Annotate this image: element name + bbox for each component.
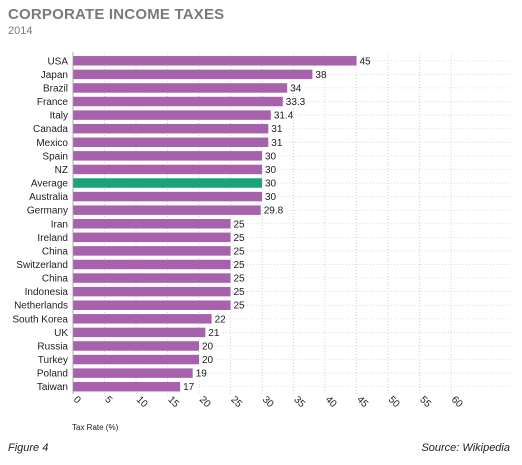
bar bbox=[73, 273, 231, 283]
x-tick-label: 35 bbox=[291, 394, 307, 410]
bar bbox=[73, 69, 313, 80]
category-label: Poland bbox=[37, 369, 68, 380]
bar bbox=[73, 368, 193, 378]
value-label: 30 bbox=[265, 151, 277, 162]
category-label: Iran bbox=[51, 219, 68, 230]
bar bbox=[73, 300, 231, 310]
bar bbox=[73, 259, 231, 270]
x-tick-label: 60 bbox=[449, 394, 465, 410]
x-tick-label: 10 bbox=[134, 394, 150, 410]
category-label: USA bbox=[47, 56, 68, 67]
x-tick-label: 5 bbox=[102, 394, 114, 406]
value-label: 34 bbox=[290, 83, 302, 94]
value-label: 25 bbox=[234, 233, 246, 244]
x-tick-label: 30 bbox=[260, 394, 276, 410]
value-label: 25 bbox=[234, 260, 246, 271]
bar bbox=[73, 151, 262, 161]
value-label: 20 bbox=[202, 355, 214, 366]
category-label: NZ bbox=[55, 165, 68, 176]
category-label: Average bbox=[31, 179, 69, 190]
category-label: Russia bbox=[37, 341, 68, 352]
value-label: 21 bbox=[208, 328, 220, 339]
category-label: Indonesia bbox=[25, 287, 69, 298]
x-tick-label: 0 bbox=[71, 394, 83, 406]
value-label: 25 bbox=[234, 246, 246, 257]
x-tick-label: 40 bbox=[323, 394, 339, 410]
value-label: 38 bbox=[315, 70, 327, 81]
bar bbox=[73, 314, 212, 324]
x-tick-label: 15 bbox=[165, 394, 181, 410]
x-tick-label: 25 bbox=[228, 394, 244, 410]
bar bbox=[73, 354, 199, 365]
value-label: 30 bbox=[265, 179, 277, 190]
bar bbox=[73, 83, 288, 93]
x-tick-label: 55 bbox=[417, 394, 433, 410]
value-label: 25 bbox=[234, 274, 246, 285]
value-label: 33.3 bbox=[286, 97, 306, 108]
category-label: Brazil bbox=[43, 83, 68, 94]
value-label: 25 bbox=[234, 287, 246, 298]
bar bbox=[73, 327, 206, 338]
value-label: 31 bbox=[271, 124, 283, 135]
category-label: Netherlands bbox=[14, 301, 68, 312]
category-label: Mexico bbox=[36, 138, 68, 149]
category-label: China bbox=[42, 274, 69, 285]
x-tick-label: 50 bbox=[386, 394, 402, 410]
bar bbox=[73, 110, 271, 120]
category-label: Turkey bbox=[38, 355, 68, 366]
source-label: Source: Wikipedia bbox=[421, 442, 510, 454]
value-label: 25 bbox=[234, 219, 246, 230]
x-tick-label: 20 bbox=[197, 394, 213, 410]
bar bbox=[73, 219, 231, 229]
value-label: 31.4 bbox=[274, 111, 294, 122]
bar bbox=[73, 246, 231, 256]
value-label: 22 bbox=[215, 314, 227, 325]
category-label: Canada bbox=[33, 124, 68, 135]
category-label: Taiwan bbox=[37, 382, 68, 393]
category-label: China bbox=[42, 246, 69, 257]
value-label: 45 bbox=[360, 56, 372, 67]
value-label: 30 bbox=[265, 165, 277, 176]
value-label: 30 bbox=[265, 192, 277, 203]
bar bbox=[73, 191, 262, 202]
value-label: 20 bbox=[202, 341, 214, 352]
figure-label: Figure 4 bbox=[8, 442, 49, 454]
bar bbox=[73, 123, 269, 134]
category-label: South Korea bbox=[12, 314, 68, 325]
value-label: 25 bbox=[234, 301, 246, 312]
value-label: 17 bbox=[183, 382, 195, 393]
category-label: France bbox=[37, 97, 69, 108]
value-label: 29.8 bbox=[264, 206, 284, 217]
category-label: Japan bbox=[41, 70, 68, 81]
bar bbox=[73, 137, 269, 148]
category-label: Italy bbox=[50, 111, 68, 122]
category-label: UK bbox=[54, 328, 68, 339]
bar bbox=[73, 232, 231, 243]
x-axis-label: Tax Rate (%) bbox=[72, 423, 119, 432]
bar bbox=[73, 164, 262, 175]
value-label: 31 bbox=[271, 138, 283, 149]
bar bbox=[73, 96, 283, 107]
bar bbox=[73, 178, 262, 188]
chart-title: CORPORATE INCOME TAXES bbox=[8, 6, 225, 23]
bar bbox=[73, 205, 261, 215]
x-tick-label: 45 bbox=[354, 394, 370, 410]
category-label: Ireland bbox=[37, 233, 68, 244]
value-label: 19 bbox=[196, 369, 208, 380]
bar bbox=[73, 56, 357, 66]
category-label: Germany bbox=[27, 206, 68, 217]
bar bbox=[73, 381, 181, 392]
bar bbox=[73, 341, 199, 351]
category-label: Australia bbox=[29, 192, 68, 203]
category-label: Switzerland bbox=[16, 260, 68, 271]
category-label: Spain bbox=[42, 151, 68, 162]
bar bbox=[73, 286, 231, 297]
chart-subtitle: 2014 bbox=[8, 25, 33, 37]
